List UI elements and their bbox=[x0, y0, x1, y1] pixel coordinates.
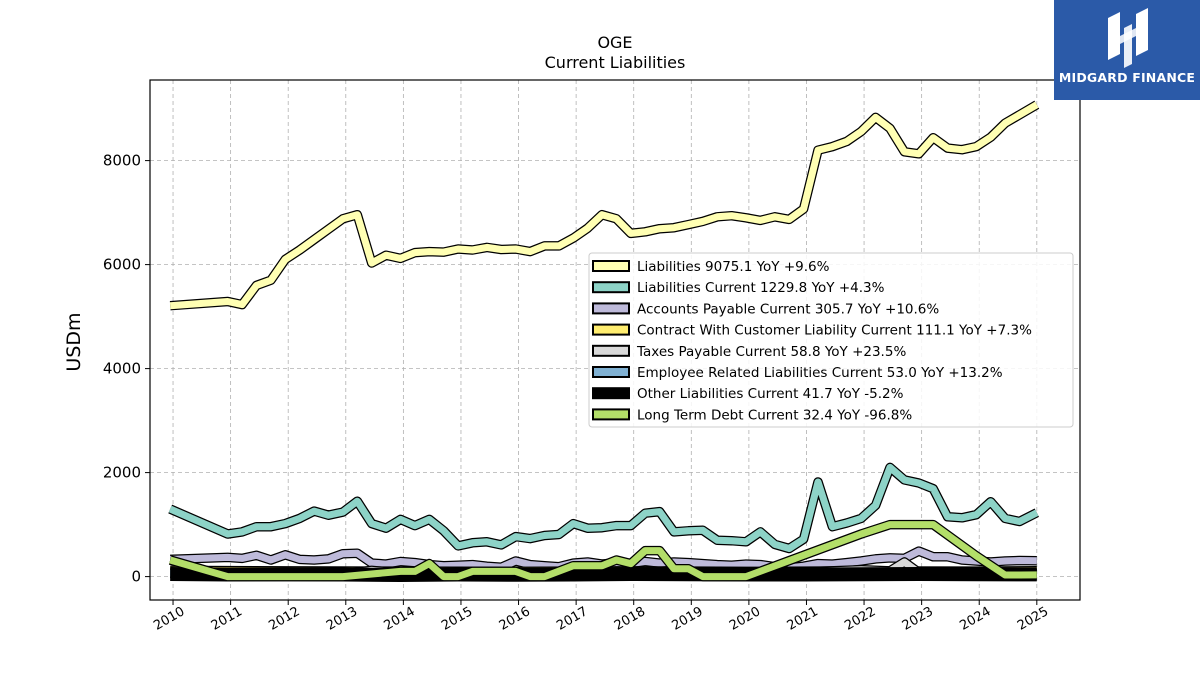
y-tick-label: 0 bbox=[131, 568, 141, 586]
x-tick-label: 2025 bbox=[1015, 604, 1051, 634]
legend-swatch bbox=[592, 366, 630, 378]
legend-label: Accounts Payable Current 305.7 YoY +10.6… bbox=[637, 301, 939, 317]
legend-label: Contract With Customer Liability Current… bbox=[637, 323, 1032, 339]
x-tick-label: 2024 bbox=[957, 604, 993, 634]
y-tick-label: 4000 bbox=[103, 360, 141, 378]
legend-item: Other Liabilities Current 41.7 YoY -5.2% bbox=[592, 386, 904, 402]
series-line bbox=[169, 100, 1040, 311]
x-tick-label: 2015 bbox=[439, 604, 475, 634]
x-tick-label: 2012 bbox=[266, 604, 302, 634]
chart-subtitle: Current Liabilities bbox=[545, 53, 686, 72]
y-axis-label: USDm bbox=[63, 312, 85, 371]
y-axis-ticks: 0 2000 4000 6000 8000 bbox=[103, 152, 150, 586]
x-tick-label: 2016 bbox=[497, 604, 533, 634]
legend-item: Liabilities 9075.1 YoY +9.6% bbox=[592, 259, 830, 275]
x-tick-label: 2020 bbox=[727, 604, 763, 634]
x-tick-label: 2022 bbox=[842, 604, 878, 634]
series-stroke bbox=[169, 101, 1039, 310]
x-tick-label: 2014 bbox=[382, 604, 418, 634]
logo-mark-icon bbox=[1108, 8, 1148, 68]
series-line bbox=[168, 462, 1039, 554]
legend-item: Taxes Payable Current 58.8 YoY +23.5% bbox=[592, 344, 906, 360]
legend-item: Accounts Payable Current 305.7 YoY +10.6… bbox=[592, 301, 939, 317]
series-stroke bbox=[168, 463, 1039, 552]
x-tick-label: 2010 bbox=[151, 604, 187, 634]
plot-frame bbox=[149, 79, 1081, 601]
y-tick-label: 6000 bbox=[103, 256, 141, 274]
x-tick-label: 2017 bbox=[554, 604, 590, 634]
x-tick-label: 2021 bbox=[785, 604, 821, 634]
series-stroke bbox=[169, 521, 1037, 581]
x-tick-label: 2018 bbox=[612, 604, 648, 634]
x-tick-label: 2011 bbox=[209, 604, 245, 634]
legend-label: Liabilities 9075.1 YoY +9.6% bbox=[637, 259, 830, 275]
y-tick-label: 2000 bbox=[103, 464, 141, 482]
legend-item: Liabilities Current 1229.8 YoY +4.3% bbox=[592, 280, 885, 296]
legend-swatch bbox=[592, 260, 630, 272]
legend-item: Long Term Debt Current 32.4 YoY -96.8% bbox=[592, 407, 912, 423]
legend-label: Liabilities Current 1229.8 YoY +4.3% bbox=[637, 280, 885, 296]
x-tick-label: 2023 bbox=[900, 604, 936, 634]
legend-swatch bbox=[592, 323, 630, 336]
x-tick-label: 2019 bbox=[669, 604, 705, 634]
legend-item: Employee Related Liabilities Current 53.… bbox=[592, 365, 1003, 381]
legend-swatch bbox=[592, 387, 630, 400]
legend-swatch bbox=[592, 281, 630, 294]
legend-item: Contract With Customer Liability Current… bbox=[592, 323, 1032, 339]
legend-swatch bbox=[592, 302, 630, 315]
legend-swatch bbox=[592, 344, 630, 357]
legend-swatch bbox=[592, 408, 630, 421]
y-tick-label: 8000 bbox=[103, 152, 141, 170]
midgard-finance-logo: MIDGARD FINANCE bbox=[1054, 0, 1200, 100]
legend: Liabilities 9075.1 YoY +9.6% Liabilities … bbox=[588, 252, 1074, 428]
x-axis-ticks: 2010 2011 2012 2013 2014 2015 2016 2017 2018 2019… bbox=[151, 600, 1051, 634]
chart-title: OGE bbox=[597, 33, 632, 52]
legend-label: Taxes Payable Current 58.8 YoY +23.5% bbox=[636, 344, 906, 360]
legend-box bbox=[588, 252, 1074, 428]
series-line bbox=[168, 519, 1037, 582]
logo-text: MIDGARD FINANCE bbox=[1058, 70, 1196, 85]
x-tick-label: 2013 bbox=[324, 604, 360, 634]
series-layer bbox=[168, 100, 1040, 582]
legend-label: Employee Related Liabilities Current 53.… bbox=[637, 365, 1003, 381]
legend-label: Long Term Debt Current 32.4 YoY -96.8% bbox=[637, 407, 912, 423]
legend-label: Other Liabilities Current 41.7 YoY -5.2% bbox=[637, 386, 904, 402]
